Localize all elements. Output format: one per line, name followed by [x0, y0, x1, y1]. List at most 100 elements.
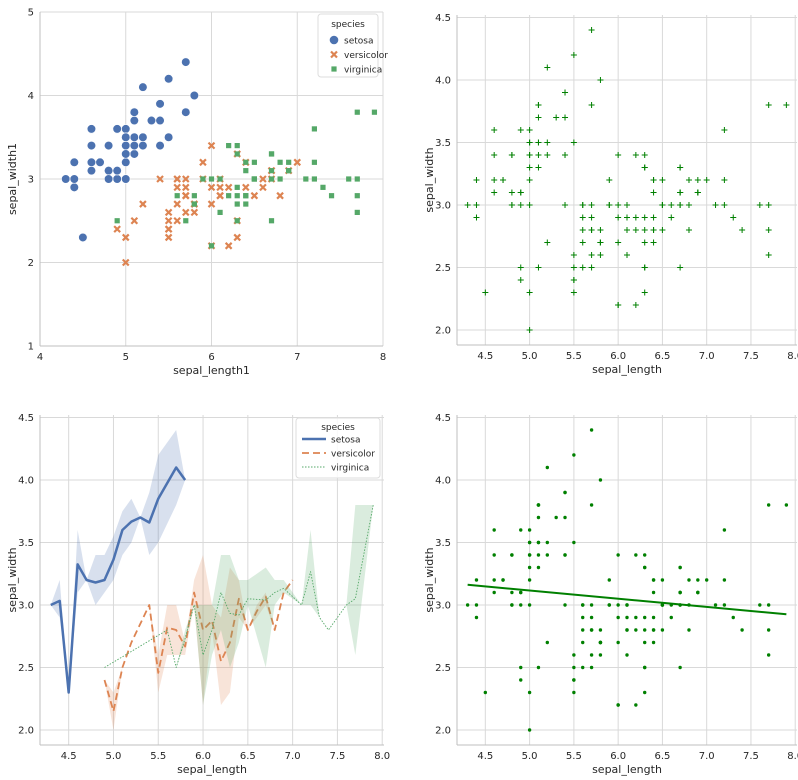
legend-box — [317, 13, 379, 78]
data-point — [473, 214, 480, 221]
data-point — [589, 503, 594, 507]
data-point — [588, 102, 595, 108]
virginica-point — [183, 218, 189, 224]
data-point — [536, 565, 541, 570]
setosa-point — [95, 157, 105, 167]
versicolor-point — [181, 208, 190, 217]
data-point — [597, 239, 604, 246]
setosa-point — [138, 82, 148, 92]
setosa-point — [86, 166, 97, 176]
setosa-point — [112, 166, 122, 176]
data-point — [517, 202, 524, 208]
x-tick-label: 4 — [37, 352, 43, 363]
data-point — [508, 202, 515, 208]
data-point — [527, 553, 532, 557]
setosa-point — [112, 174, 122, 184]
y-axis-label: sepal_width — [6, 547, 19, 612]
y-tick-label: 3.5 — [435, 138, 451, 149]
virginica-point — [286, 168, 292, 174]
versicolor-point — [207, 183, 216, 192]
setosa-point — [189, 90, 199, 101]
data-point — [624, 227, 630, 233]
data-point — [545, 465, 550, 470]
data-point — [643, 690, 647, 695]
data-point — [563, 515, 567, 520]
data-point — [519, 528, 523, 532]
versicolor-point — [156, 175, 164, 183]
data-point — [765, 202, 772, 208]
virginica-point — [268, 218, 275, 224]
x-tick-label: 7 — [294, 352, 300, 363]
data-point — [588, 214, 595, 221]
data-point — [545, 640, 550, 645]
setosa-point — [121, 157, 131, 167]
data-point — [703, 177, 710, 183]
y-tick-label: 3.0 — [435, 601, 451, 612]
x-tick-label: 7.5 — [743, 751, 759, 762]
setosa-point — [121, 149, 131, 159]
y-tick-label: 2.5 — [435, 263, 451, 274]
data-point — [643, 640, 647, 645]
data-point — [687, 578, 691, 582]
data-point — [581, 640, 585, 645]
data-point — [535, 139, 542, 146]
data-point — [765, 102, 772, 108]
data-point — [473, 202, 480, 208]
data-point — [597, 252, 604, 258]
x-tick-label: 4.5 — [477, 751, 493, 762]
data-point — [553, 114, 560, 121]
versicolor-point — [181, 191, 190, 200]
data-point — [758, 603, 762, 607]
setosa-point — [164, 132, 174, 142]
data-point — [643, 628, 647, 632]
data-point — [572, 540, 576, 545]
x-tick-label: 6.5 — [654, 351, 670, 362]
data-point — [536, 553, 541, 557]
data-point — [536, 540, 541, 545]
data-point — [694, 177, 701, 183]
y-tick-label: 3.0 — [435, 201, 451, 212]
panel-scatter-plus: 4.5 5.0 5.5 6.0 6.5 7.0 7.5 8.0 2.0 2.5 3.0 3.5 4.0 4… — [423, 13, 798, 376]
versicolor-point — [173, 200, 181, 208]
data-point — [465, 603, 470, 607]
x-tick-label: 8.0 — [787, 351, 798, 362]
data-point — [721, 202, 728, 208]
virginica-point — [243, 201, 249, 207]
data-point — [581, 628, 585, 632]
data-point — [527, 603, 532, 607]
data-point — [510, 553, 514, 557]
setosa-point — [69, 182, 79, 192]
data-point — [607, 578, 611, 582]
data-point — [598, 653, 603, 657]
setosa-point — [78, 232, 88, 243]
setosa-point — [121, 124, 131, 134]
legend-title: species — [321, 423, 355, 433]
y-tick-label: 4.0 — [435, 476, 451, 487]
versicolor-point — [224, 183, 233, 192]
data-point — [722, 578, 727, 582]
data-point — [641, 289, 648, 296]
data-point — [588, 27, 595, 33]
setosa-point — [69, 174, 79, 184]
x-tick-label: 7.0 — [285, 751, 301, 762]
x-tick-label: 5.0 — [522, 351, 538, 362]
data-point — [766, 503, 771, 507]
data-point — [508, 189, 515, 196]
versicolor-point — [224, 242, 233, 250]
data-point — [660, 603, 665, 607]
data-point — [527, 728, 532, 732]
data-point — [625, 653, 629, 657]
data-point — [597, 227, 604, 233]
virginica-point — [234, 218, 240, 224]
data-point — [650, 177, 657, 183]
data-point — [660, 578, 665, 582]
setosa-point — [181, 107, 191, 117]
data-point — [643, 665, 647, 670]
data-point — [624, 252, 630, 258]
data-point — [641, 152, 648, 158]
x-tick-label: 6.0 — [610, 351, 626, 362]
data-point — [616, 553, 620, 557]
data-point — [535, 152, 542, 158]
data-point — [474, 603, 479, 607]
